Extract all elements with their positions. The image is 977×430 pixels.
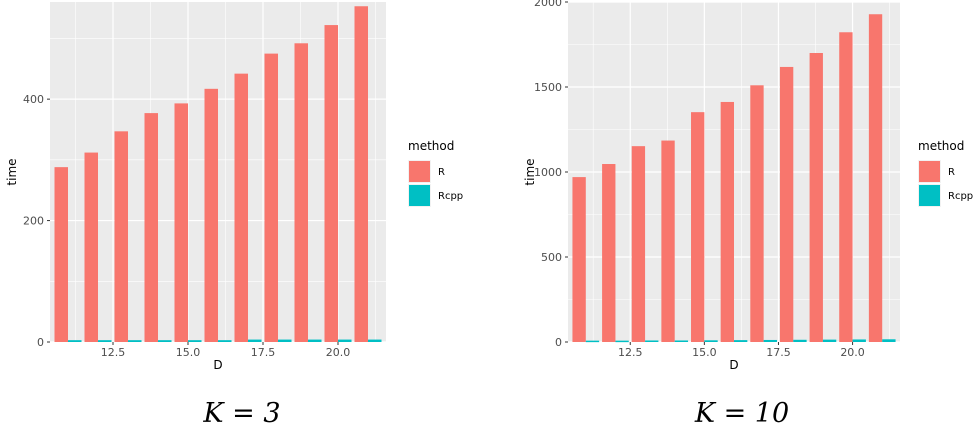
- x-tick-label: 15.0: [176, 346, 201, 359]
- bar-r-20: [325, 25, 339, 342]
- bar-rcpp-18: [793, 340, 806, 342]
- legend-swatch-rcpp: [919, 185, 940, 206]
- bar-rcpp-14: [675, 340, 688, 342]
- legend-label-rcpp: Rcpp: [948, 191, 973, 202]
- bar-rcpp-19: [308, 340, 322, 342]
- bar-r-16: [721, 102, 734, 342]
- x-axis-label: D: [729, 358, 738, 372]
- legend-label-r: R: [948, 167, 955, 178]
- bar-r-19: [810, 53, 823, 342]
- bar-rcpp-20: [853, 339, 866, 342]
- bar-rcpp-15: [704, 340, 717, 342]
- y-tick-label: 2000: [534, 0, 562, 9]
- legend-title: method: [408, 139, 454, 153]
- bar-rcpp-14: [158, 340, 172, 342]
- bar-rcpp-17: [248, 340, 262, 342]
- legend-label-rcpp: Rcpp: [438, 191, 463, 202]
- bar-rcpp-16: [734, 340, 747, 342]
- x-tick-label: 12.5: [618, 346, 643, 359]
- x-tick-label: 20.0: [840, 346, 865, 359]
- x-tick-label: 12.5: [101, 346, 126, 359]
- panel-caption: K = 3: [202, 398, 280, 429]
- bar-r-15: [691, 112, 704, 342]
- bar-rcpp-19: [823, 340, 836, 342]
- x-tick-label: 15.0: [692, 346, 717, 359]
- x-tick-label: 17.5: [251, 346, 276, 359]
- bar-rcpp-21: [882, 339, 895, 342]
- bar-rcpp-13: [645, 340, 658, 342]
- bar-r-21: [355, 6, 369, 342]
- legend-swatch-r: [919, 161, 940, 182]
- legend: method R Rcpp: [408, 139, 463, 207]
- bar-r-19: [295, 43, 309, 342]
- x-tick-label: 20.0: [326, 346, 351, 359]
- bar-rcpp-16: [218, 340, 232, 342]
- panel-caption: K = 10: [694, 398, 789, 429]
- y-tick-label: 0: [37, 336, 44, 349]
- bar-rcpp-15: [188, 340, 202, 342]
- y-tick-label: 1000: [534, 166, 562, 179]
- legend-title: method: [918, 139, 964, 153]
- legend-swatch-rcpp: [409, 185, 430, 206]
- bar-r-18: [265, 54, 279, 342]
- y-tick-label: 500: [541, 251, 562, 264]
- bar-rcpp-18: [278, 340, 292, 342]
- bar-r-16: [205, 89, 219, 342]
- y-tick-label: 1500: [534, 81, 562, 94]
- bar-r-15: [175, 103, 189, 342]
- bar-r-20: [839, 32, 852, 342]
- bar-rcpp-21: [368, 340, 382, 342]
- y-tick-label: 0: [555, 336, 562, 349]
- bar-rcpp-12: [615, 341, 628, 343]
- bar-r-17: [235, 74, 249, 342]
- bar-r-12: [602, 164, 615, 342]
- legend-label-r: R: [438, 167, 445, 178]
- legend: method R Rcpp: [918, 139, 973, 207]
- bar-rcpp-20: [338, 340, 352, 342]
- bar-rcpp-17: [764, 340, 777, 342]
- bar-r-14: [661, 141, 674, 342]
- bar-rcpp-11: [68, 340, 82, 342]
- y-tick-label: 200: [23, 215, 44, 228]
- bar-r-14: [145, 113, 159, 342]
- bar-r-17: [750, 85, 763, 342]
- x-axis-label: D: [213, 358, 222, 372]
- x-tick-label: 17.5: [766, 346, 791, 359]
- bar-r-13: [115, 131, 129, 342]
- y-axis-label: time: [5, 158, 19, 185]
- y-tick-label: 400: [23, 93, 44, 106]
- bar-r-11: [572, 177, 585, 342]
- bar-rcpp-12: [98, 340, 112, 342]
- bar-r-11: [55, 167, 69, 342]
- bar-r-12: [85, 153, 99, 342]
- legend-swatch-r: [409, 161, 430, 182]
- bar-rcpp-11: [586, 341, 599, 343]
- bar-rcpp-13: [128, 340, 142, 342]
- y-axis-label: time: [523, 158, 537, 185]
- bar-r-18: [780, 67, 793, 342]
- bar-r-21: [869, 14, 882, 342]
- bar-r-13: [632, 146, 645, 342]
